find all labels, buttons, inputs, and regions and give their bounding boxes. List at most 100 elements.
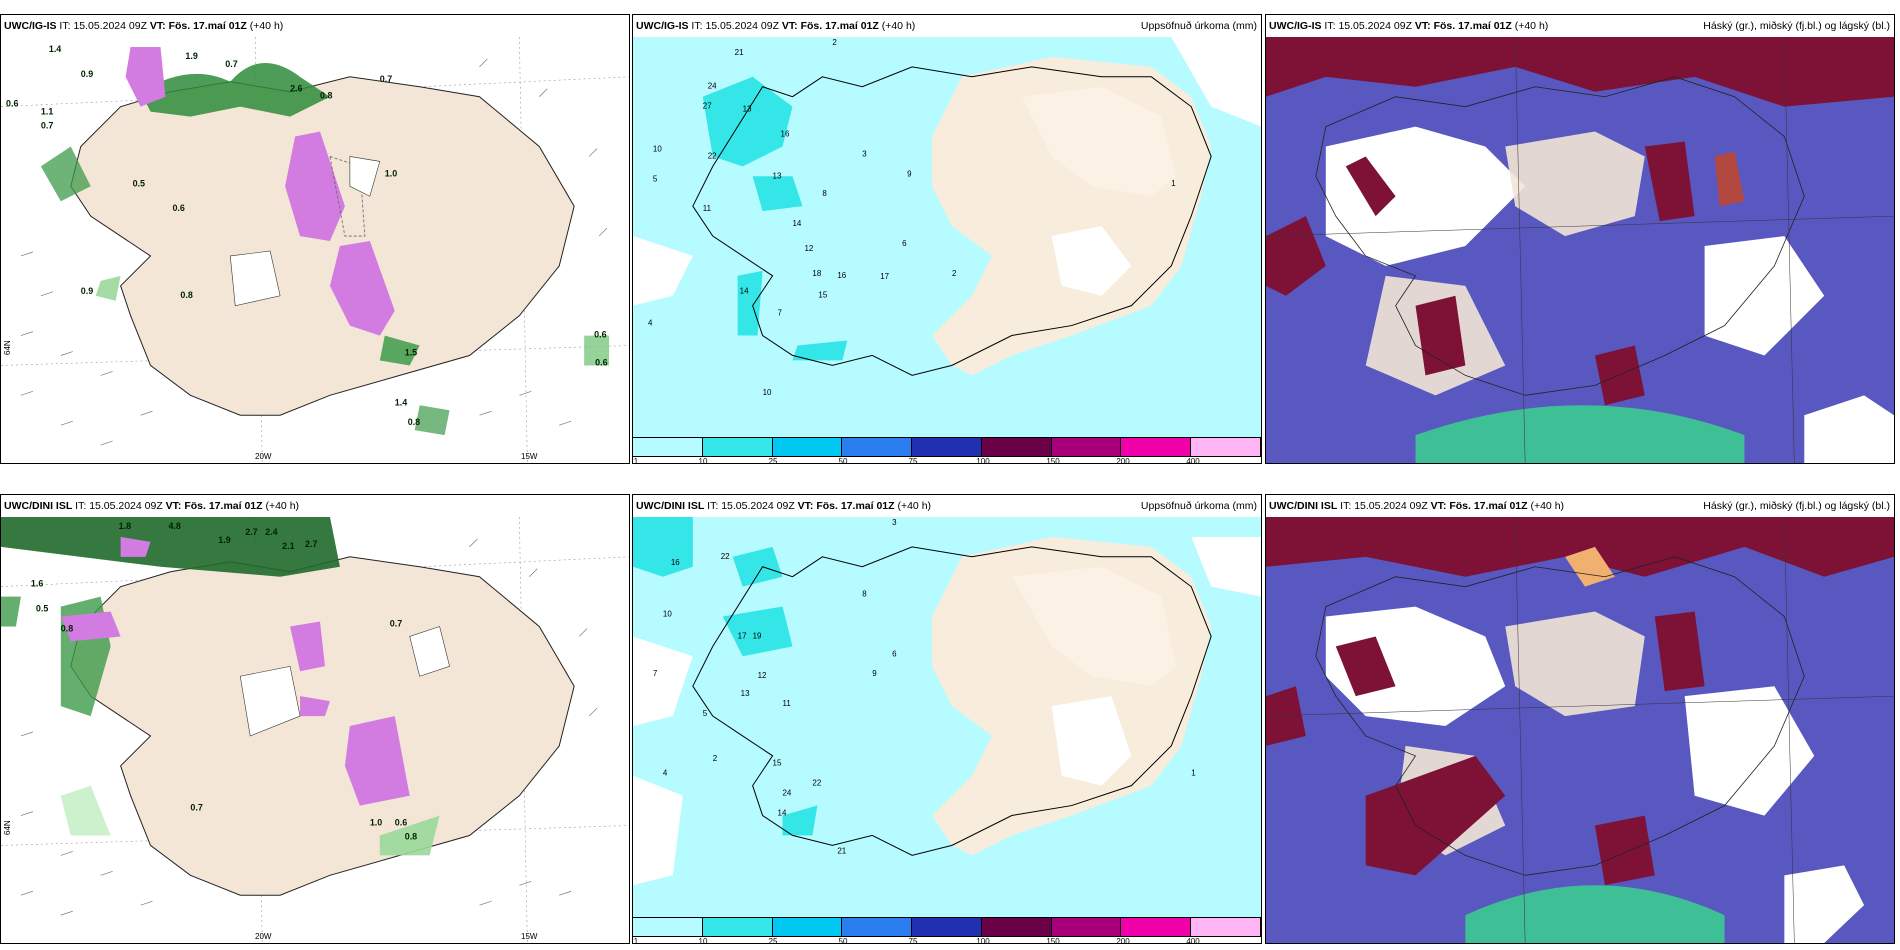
precip-value: 2.7 xyxy=(245,527,257,537)
accum-value: 21 xyxy=(837,846,846,855)
vt-value: Fös. 17.maí 01Z xyxy=(1449,500,1528,512)
precip-value: 1.4 xyxy=(49,44,61,54)
vt-value: Fös. 17.maí 01Z xyxy=(1433,20,1512,32)
it-value: 15.05.2024 09Z xyxy=(705,20,779,32)
accum-value: 22 xyxy=(721,552,730,561)
precip-value: 0.7 xyxy=(190,803,202,813)
accum-value: 15 xyxy=(773,759,782,768)
lead-time: (+40 h) xyxy=(1530,500,1565,512)
accum-value: 7 xyxy=(653,669,658,678)
cloud-map xyxy=(1266,37,1894,463)
vt-label: VT: xyxy=(797,500,814,512)
accum-value: 13 xyxy=(743,105,752,114)
colorbar-cell xyxy=(912,438,982,456)
accum-value: 11 xyxy=(783,699,792,708)
colorbar-cell xyxy=(633,438,703,456)
precip-value: 0.7 xyxy=(41,121,53,131)
lon-label-15w: 15W xyxy=(521,452,538,461)
accum-value: 10 xyxy=(653,144,662,153)
model-name: UWC/DINI ISL xyxy=(4,500,73,512)
precip-value: 0.7 xyxy=(390,618,402,628)
it-value: 15.05.2024 09Z xyxy=(73,20,147,32)
it-value: 15.05.2024 09Z xyxy=(721,500,795,512)
colorbar-labels: 1 10 25 50 75 100 150 200 400 xyxy=(633,457,1261,467)
colorbar-label: 50 xyxy=(838,457,848,466)
accum-value: 14 xyxy=(792,219,801,228)
colorbar-label: 75 xyxy=(908,937,918,946)
colorbar-cell xyxy=(1051,918,1122,936)
accum-value: 2 xyxy=(952,269,957,278)
precip-map: 1.8 4.8 2.7 2.4 2.1 2.7 1.9 0.7 0.5 0.8 … xyxy=(1,517,629,943)
colorbar-label: 1 xyxy=(633,937,639,946)
accum-value: 2 xyxy=(832,38,837,47)
model-name: UWC/DINI ISL xyxy=(636,500,705,512)
precip-value: 0.5 xyxy=(36,604,48,614)
accum-value: 7 xyxy=(778,309,783,318)
colorbar-label: 100 xyxy=(976,457,990,466)
it-value: 15.05.2024 09Z xyxy=(89,500,163,512)
precip-value: 0.8 xyxy=(320,91,332,101)
colorbar-label: 50 xyxy=(838,937,848,946)
colorbar-label: 100 xyxy=(976,937,990,946)
cloud-map-svg xyxy=(1266,517,1894,943)
colorbar-cell xyxy=(842,438,913,456)
colorbar-label: 25 xyxy=(768,937,778,946)
precip-value: 0.8 xyxy=(61,623,73,633)
colorbar-label: 150 xyxy=(1046,937,1060,946)
accum-value: 5 xyxy=(653,174,658,183)
colorbar-label: 150 xyxy=(1046,457,1060,466)
it-label: IT: xyxy=(707,500,719,512)
accum-value: 16 xyxy=(837,271,846,280)
colorbar-label: 200 xyxy=(1116,457,1130,466)
precip-value: 2.7 xyxy=(305,539,317,549)
panel-dini-accum: UWC/DINI ISL IT: 15.05.2024 09Z VT: Fös.… xyxy=(632,494,1262,946)
panel-dini-cloud: UWC/DINI ISL IT: 15.05.2024 09Z VT: Fös.… xyxy=(1265,494,1895,944)
cloud-map xyxy=(1266,517,1894,943)
colorbar-cell xyxy=(1121,918,1192,936)
accum-value: 17 xyxy=(738,631,747,640)
precip-value: 1.0 xyxy=(385,168,397,178)
lon-label-20w: 20W xyxy=(255,452,272,461)
lat-label: 64N xyxy=(3,340,12,355)
vt-label: VT: xyxy=(781,20,798,32)
precip-value: 0.6 xyxy=(595,357,607,367)
precip-value: 0.9 xyxy=(81,69,93,79)
accum-value: 16 xyxy=(671,558,680,567)
it-label: IT: xyxy=(1340,500,1352,512)
vt-value: Fös. 17.maí 01Z xyxy=(800,20,879,32)
accum-value: 4 xyxy=(648,319,653,328)
colorbar-cell xyxy=(702,438,773,456)
accum-value: 15 xyxy=(818,291,827,300)
accum-value: 22 xyxy=(812,779,821,788)
colorbar-cell xyxy=(772,438,843,456)
precip-value: 0.9 xyxy=(81,286,93,296)
accum-map: 21 2 24 27 22 13 16 14 13 10 8 14 18 12 … xyxy=(633,37,1261,437)
precip-map-svg: 1.4 0.9 0.6 1.1 0.7 2.6 0.7 0.8 1.9 0.7 … xyxy=(1,37,629,463)
panel-header: UWC/IG-IS IT: 15.05.2024 09Z VT: Fös. 17… xyxy=(1,15,629,37)
lead-time: (+40 h) xyxy=(897,500,932,512)
colorbar-label: 400 xyxy=(1186,457,1200,466)
accum-value: 19 xyxy=(753,631,762,640)
vt-value: Fös. 17.maí 01Z xyxy=(184,500,263,512)
accum-value: 11 xyxy=(703,204,712,213)
colorbar-label: 10 xyxy=(698,937,708,946)
accum-value: 13 xyxy=(773,171,782,180)
colorbar-label: 25 xyxy=(768,457,778,466)
colorbar-cell xyxy=(981,438,1052,456)
colorbar-label: 10 xyxy=(698,457,708,466)
precip-value: 1.0 xyxy=(370,818,382,828)
it-value: 15.05.2024 09Z xyxy=(1354,500,1428,512)
accum-map-svg: 16 22 17 19 13 15 12 11 24 22 21 10 14 3… xyxy=(633,517,1261,917)
accum-map-svg: 21 2 24 27 22 13 16 14 13 10 8 14 18 12 … xyxy=(633,37,1261,437)
it-label: IT: xyxy=(59,20,71,32)
model-name: UWC/DINI ISL xyxy=(1269,500,1338,512)
it-label: IT: xyxy=(691,20,703,32)
precip-value: 0.7 xyxy=(225,59,237,69)
precip-value: 1.8 xyxy=(119,521,131,531)
panel-ig-is-precip: UWC/IG-IS IT: 15.05.2024 09Z VT: Fös. 17… xyxy=(0,14,630,464)
accum-value: 6 xyxy=(902,239,907,248)
precip-value: 1.1 xyxy=(41,107,53,117)
vt-label: VT: xyxy=(165,500,182,512)
precip-value: 0.6 xyxy=(6,99,18,109)
colorbar-label: 400 xyxy=(1186,937,1200,946)
